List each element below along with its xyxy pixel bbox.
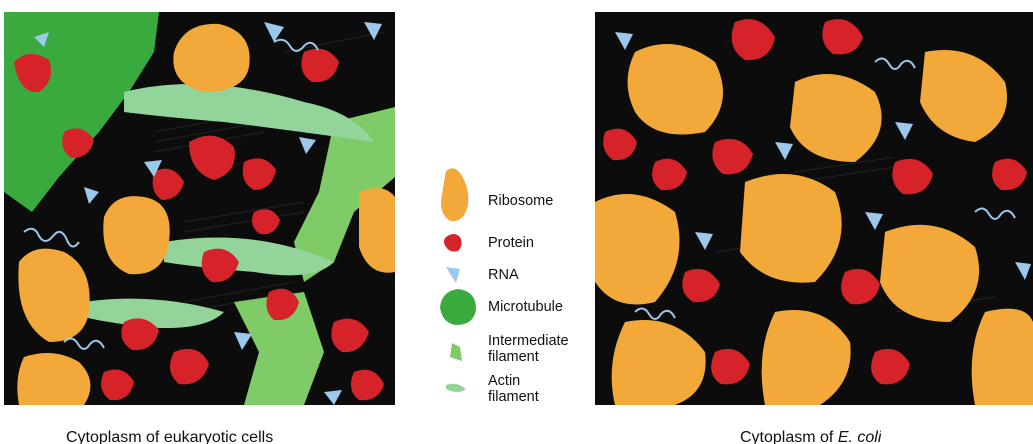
- proteins: [603, 19, 1027, 385]
- rna-icon: [446, 267, 460, 283]
- legend-label-intermediate-filament: Intermediate filament: [488, 333, 569, 365]
- legend-label-ribosome: Ribosome: [488, 193, 554, 209]
- caption-ecoli: Cytoplasm of E. coli: [740, 429, 882, 444]
- rna-strands: [23, 38, 319, 350]
- intermediate-filament-shape: [294, 107, 395, 282]
- ribosomes: [595, 44, 1033, 405]
- intermediate-filament-shape: [234, 292, 324, 405]
- ribosome-icon: [441, 168, 469, 222]
- actin-filament-icon: [446, 383, 466, 392]
- ribosomes: [17, 23, 395, 405]
- eukaryotic-cytoplasm-illustration: [4, 12, 395, 405]
- legend-label-protein: Protein: [488, 235, 534, 251]
- legend-label-microtubule: Microtubule: [488, 299, 563, 315]
- legend-label-rna: RNA: [488, 267, 519, 283]
- caption-eukaryotic: Cytoplasm of eukaryotic cells: [66, 429, 274, 444]
- rna-strands: [634, 57, 1016, 320]
- legend-label-actin-filament: Actin filament: [488, 373, 539, 405]
- rna-molecules: [615, 32, 1031, 280]
- microtubule-icon: [440, 289, 476, 325]
- ecoli-cytoplasm-illustration: [595, 12, 1033, 405]
- proteins: [14, 48, 384, 401]
- intermediate-filament-icon: [450, 343, 462, 361]
- protein-icon: [444, 234, 462, 252]
- rna-molecules: [34, 22, 382, 405]
